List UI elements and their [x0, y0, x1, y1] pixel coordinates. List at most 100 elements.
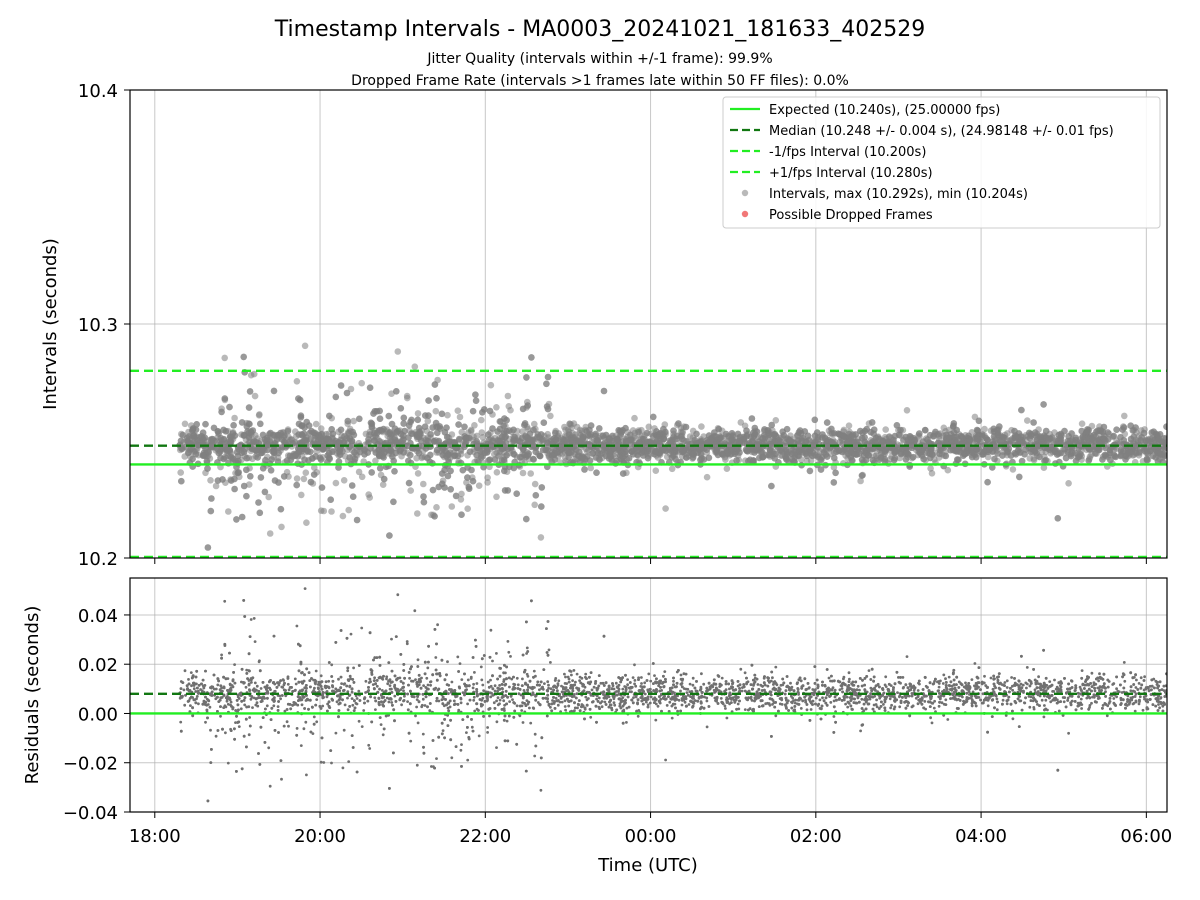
- interval-point: [350, 417, 357, 425]
- interval-point: [479, 409, 486, 416]
- interval-point: [519, 428, 526, 435]
- residual-point: [286, 682, 290, 686]
- interval-point: [617, 431, 624, 438]
- interval-point: [249, 455, 256, 463]
- interval-point: [1037, 435, 1045, 442]
- interval-point: [788, 455, 796, 463]
- interval-point: [425, 397, 432, 404]
- interval-point: [734, 430, 742, 438]
- residual-point: [914, 696, 918, 700]
- interval-point: [243, 454, 250, 462]
- residual-point: [603, 700, 607, 704]
- interval-point: [344, 417, 352, 425]
- interval-point: [1026, 429, 1033, 437]
- interval-point: [397, 405, 405, 412]
- interval-point: [415, 449, 423, 457]
- interval-point: [489, 425, 496, 432]
- interval-point: [1132, 449, 1140, 456]
- interval-point: [1054, 437, 1062, 445]
- interval-point: [780, 432, 788, 439]
- interval-point: [264, 446, 271, 454]
- interval-point: [723, 465, 731, 473]
- residual-point: [923, 700, 927, 703]
- residual-point: [614, 681, 618, 685]
- bottom-y-tick-label: 0.00: [78, 704, 118, 725]
- interval-point: [537, 431, 545, 438]
- interval-point: [586, 432, 594, 440]
- interval-point: [647, 438, 654, 445]
- interval-point: [581, 455, 589, 463]
- interval-point: [310, 429, 318, 437]
- residual-point: [387, 700, 391, 704]
- interval-point: [698, 423, 705, 430]
- interval-point: [698, 445, 705, 453]
- interval-point: [258, 449, 266, 457]
- interval-point: [275, 449, 282, 457]
- interval-point: [476, 447, 484, 455]
- interval-point: [804, 432, 812, 440]
- interval-point: [407, 418, 414, 426]
- interval-point: [936, 450, 943, 458]
- interval-point: [1084, 428, 1091, 435]
- interval-point: [469, 477, 477, 485]
- top-plot-frame: [129, 89, 1168, 559]
- interval-point: [783, 425, 791, 433]
- interval-point: [1062, 454, 1070, 462]
- residual-point: [633, 663, 636, 667]
- residual-point: [305, 773, 308, 777]
- interval-point: [361, 451, 368, 458]
- interval-point: [1110, 432, 1117, 440]
- interval-point: [243, 466, 250, 474]
- interval-point: [459, 466, 467, 474]
- interval-point: [524, 452, 532, 459]
- interval-point: [332, 479, 340, 487]
- interval-point: [478, 416, 485, 424]
- interval-point: [630, 451, 637, 458]
- interval-point: [297, 412, 305, 420]
- interval-point: [493, 404, 500, 411]
- interval-point: [868, 419, 876, 426]
- interval-point: [596, 425, 603, 432]
- interval-point: [881, 455, 889, 463]
- interval-point: [532, 448, 539, 456]
- interval-point: [530, 426, 537, 434]
- interval-point: [981, 425, 988, 433]
- interval-point: [786, 437, 794, 445]
- interval-point: [240, 448, 248, 456]
- interval-point: [1009, 466, 1017, 473]
- interval-point: [857, 477, 864, 485]
- interval-point: [1163, 423, 1167, 430]
- interval-point: [528, 354, 535, 361]
- interval-point: [849, 438, 856, 446]
- interval-point: [1127, 435, 1135, 443]
- interval-point: [435, 437, 443, 445]
- residual-point: [239, 707, 243, 711]
- interval-point: [510, 450, 517, 458]
- interval-point: [650, 413, 657, 421]
- interval-point: [181, 420, 189, 428]
- interval-point: [350, 431, 358, 439]
- residual-point: [303, 587, 307, 590]
- interval-point: [247, 473, 254, 480]
- interval-point: [496, 452, 503, 459]
- residual-point: [546, 700, 549, 704]
- interval-point: [1024, 417, 1031, 424]
- interval-point: [387, 447, 395, 455]
- interval-point: [205, 448, 212, 456]
- interval-point: [1016, 473, 1023, 481]
- interval-point: [1104, 429, 1112, 436]
- interval-point: [1162, 441, 1167, 448]
- interval-point: [178, 477, 185, 485]
- interval-point: [677, 428, 685, 436]
- interval-point: [1021, 451, 1029, 458]
- interval-point: [1034, 443, 1042, 450]
- interval-point: [349, 493, 357, 501]
- interval-point: [1043, 434, 1050, 442]
- x-tick-label: 20:00: [294, 826, 346, 847]
- interval-point: [328, 508, 335, 515]
- residual-point: [247, 705, 251, 709]
- interval-point: [241, 432, 248, 439]
- interval-point: [657, 436, 664, 443]
- interval-point: [429, 486, 437, 494]
